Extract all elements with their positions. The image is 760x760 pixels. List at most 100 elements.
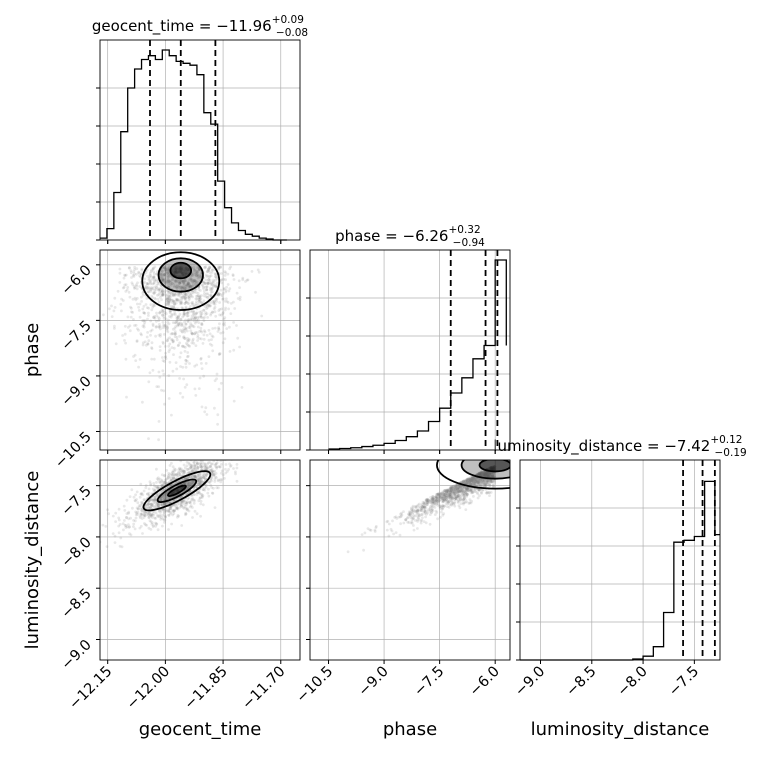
- sample-point: [140, 517, 144, 520]
- sample-point: [154, 505, 158, 509]
- sample-point: [220, 281, 224, 285]
- sample-point: [147, 502, 150, 506]
- sample-point: [185, 477, 188, 481]
- sample-point: [186, 318, 190, 322]
- sample-point: [462, 489, 466, 493]
- sample-point: [448, 493, 452, 496]
- sample-point: [176, 298, 179, 301]
- sample-point: [213, 463, 217, 467]
- sample-point: [476, 492, 480, 496]
- sample-point: [218, 436, 221, 439]
- sample-point: [228, 325, 231, 329]
- sample-point: [175, 298, 179, 302]
- sample-point: [469, 479, 472, 483]
- sample-point: [167, 284, 170, 288]
- sample-point: [141, 291, 145, 295]
- sample-point: [200, 283, 204, 287]
- sample-point: [166, 337, 170, 341]
- sample-point: [441, 507, 445, 511]
- sample-point: [163, 497, 166, 500]
- sample-point: [465, 486, 468, 490]
- sample-point: [152, 484, 156, 487]
- sample-point: [215, 476, 218, 480]
- sample-point: [184, 365, 188, 369]
- sample-point: [164, 317, 168, 321]
- sample-point: [180, 500, 183, 504]
- sample-point: [133, 353, 137, 357]
- sample-point: [470, 477, 474, 480]
- sample-point: [180, 324, 184, 327]
- sample-point: [140, 300, 144, 303]
- sample-point: [447, 493, 451, 496]
- sample-point: [208, 332, 212, 336]
- sample-point: [470, 483, 474, 486]
- sample-point: [487, 471, 490, 475]
- contour-level-3: [142, 470, 212, 512]
- panel-geocent-time-vs-luminosity-distance: −9.0−8.5−8.0−7.5−12.15 −12.00 −11.85 −11.70: [59, 436, 301, 713]
- sample-point: [164, 497, 168, 501]
- sample-point: [178, 278, 182, 282]
- sample-point: [486, 474, 489, 477]
- sample-point: [182, 312, 186, 316]
- sample-point: [190, 280, 194, 284]
- sample-point: [181, 285, 185, 289]
- sample-point: [170, 332, 174, 335]
- sample-point: [209, 478, 213, 482]
- sample-point: [466, 482, 470, 486]
- sample-point: [483, 482, 486, 485]
- sample-point: [437, 492, 441, 496]
- sample-point: [210, 268, 214, 272]
- sample-point: [157, 505, 161, 508]
- sample-point: [132, 275, 136, 278]
- sample-point: [441, 491, 445, 495]
- sample-point: [482, 472, 486, 476]
- sample-point: [217, 267, 221, 271]
- sample-point: [170, 483, 174, 487]
- sample-point: [177, 470, 181, 474]
- sample-point: [175, 472, 179, 476]
- sample-point: [175, 481, 179, 484]
- sample-point: [454, 483, 457, 487]
- sample-point: [169, 512, 172, 515]
- sample-point: [152, 270, 156, 274]
- sample-point: [183, 294, 187, 298]
- sample-point: [479, 478, 483, 481]
- sample-point: [171, 278, 174, 282]
- sample-point: [147, 526, 151, 530]
- sample-point: [173, 279, 177, 282]
- sample-point: [360, 533, 364, 536]
- sample-point: [479, 471, 482, 475]
- sample-point: [475, 479, 479, 483]
- sample-point: [466, 480, 470, 484]
- sample-point: [417, 505, 421, 509]
- sample-point: [196, 491, 200, 494]
- sample-point: [179, 501, 183, 505]
- sample-point: [435, 496, 439, 500]
- sample-point: [488, 491, 491, 494]
- sample-point: [438, 491, 442, 495]
- sample-point: [461, 487, 465, 491]
- sample-point: [485, 472, 489, 476]
- sample-point: [184, 513, 187, 517]
- sample-point: [144, 514, 147, 517]
- sample-point: [460, 481, 464, 484]
- sample-point: [209, 293, 213, 297]
- sample-point: [182, 377, 186, 381]
- sample-point: [456, 490, 460, 494]
- sample-point: [215, 300, 219, 303]
- sample-point: [154, 319, 158, 323]
- sample-point: [187, 481, 191, 484]
- sample-point: [206, 269, 209, 273]
- sample-point: [184, 503, 188, 506]
- sample-point: [197, 387, 201, 390]
- sample-point: [484, 471, 488, 475]
- sample-point: [171, 469, 175, 473]
- sample-point: [155, 325, 158, 328]
- sample-point: [211, 453, 214, 456]
- sample-point: [193, 475, 197, 478]
- sample-point: [146, 513, 150, 517]
- sample-point: [441, 506, 445, 510]
- sample-point: [463, 495, 467, 499]
- sample-point: [151, 498, 155, 502]
- sample-point: [127, 517, 131, 521]
